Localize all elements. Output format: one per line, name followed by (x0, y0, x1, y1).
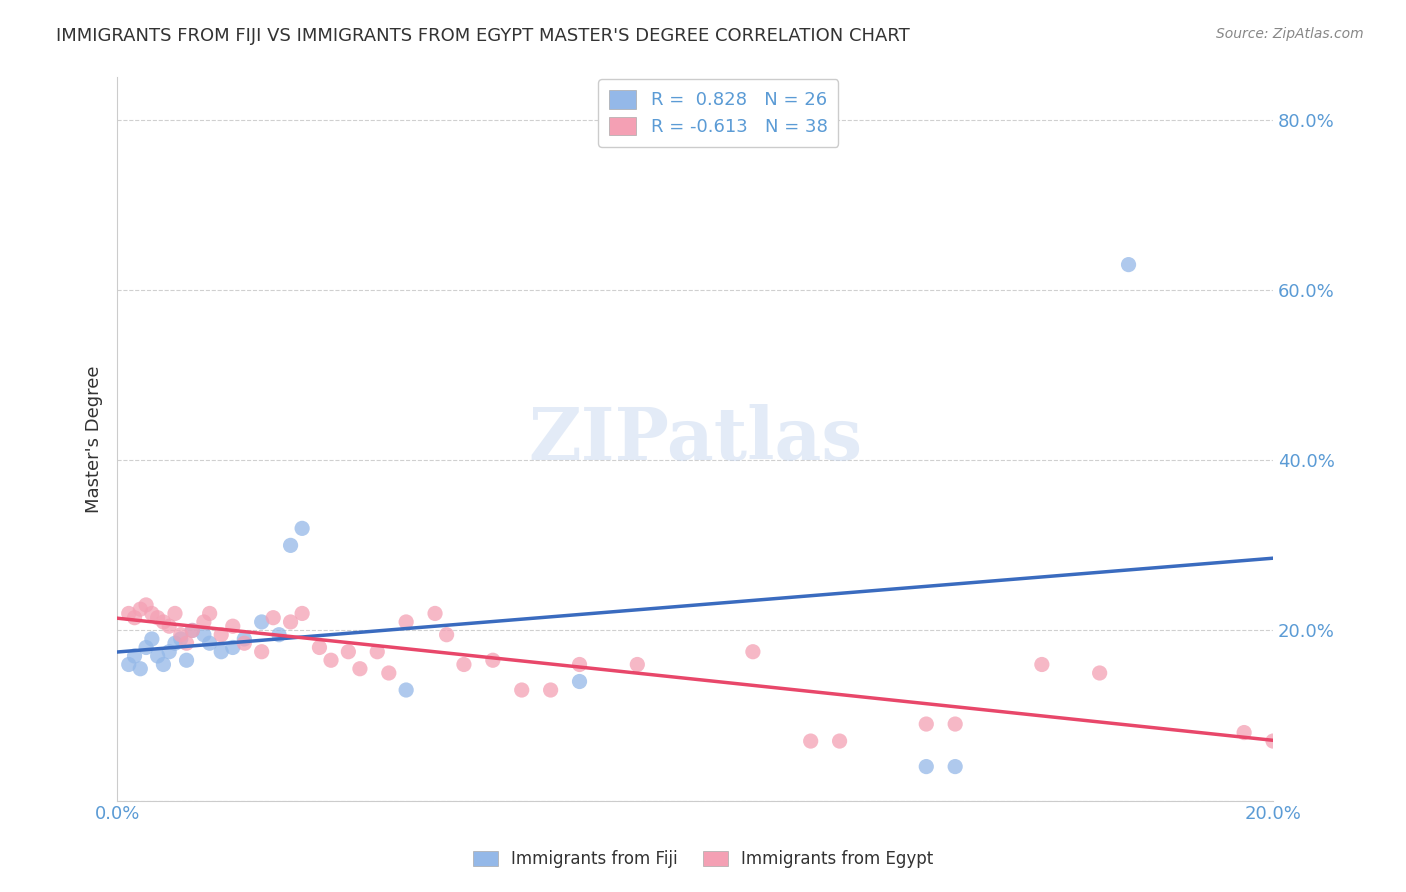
Point (319, 653, 342, 667)
Point (1118, 258, 1140, 272)
Point (163, 607, 186, 621)
Point (741, 645, 763, 659)
Point (170, 628, 193, 642)
Point (146, 610, 169, 624)
Point (423, 607, 446, 621)
Point (209, 645, 232, 659)
Point (198, 607, 221, 621)
Point (152, 657, 174, 672)
Point (250, 615, 273, 629)
Point (337, 645, 360, 659)
Point (118, 607, 141, 621)
Point (193, 628, 215, 642)
Point (1320, 742, 1343, 756)
Point (141, 632, 163, 646)
Point (141, 607, 163, 621)
Point (308, 640, 330, 655)
Point (366, 645, 388, 659)
Point (395, 683, 418, 698)
Point (157, 619, 180, 633)
Point (1088, 665, 1111, 680)
Point (943, 717, 966, 731)
Point (146, 648, 169, 663)
Point (118, 657, 141, 672)
Point (1031, 657, 1053, 672)
Point (176, 636, 198, 650)
Point (129, 662, 152, 676)
Point (291, 521, 314, 535)
Point (181, 624, 204, 638)
Point (291, 607, 314, 621)
Text: ZIPatlas: ZIPatlas (529, 403, 862, 475)
Point (800, 734, 823, 748)
Point (135, 640, 157, 655)
Point (170, 632, 193, 646)
Point (1261, 734, 1284, 748)
Point (222, 619, 245, 633)
Point (163, 636, 186, 650)
Point (395, 615, 418, 629)
Point (482, 653, 505, 667)
Point (193, 615, 215, 629)
Point (152, 615, 174, 629)
Point (280, 615, 302, 629)
Point (157, 645, 180, 659)
Point (280, 538, 302, 552)
Point (176, 653, 198, 667)
Point (568, 657, 591, 672)
Point (233, 636, 256, 650)
Legend: Immigrants from Fiji, Immigrants from Egypt: Immigrants from Fiji, Immigrants from Eg… (465, 844, 941, 875)
Point (915, 759, 938, 773)
Point (181, 624, 204, 638)
Point (943, 759, 966, 773)
Point (1291, 742, 1313, 756)
Point (209, 628, 232, 642)
Text: IMMIGRANTS FROM FIJI VS IMMIGRANTS FROM EGYPT MASTER'S DEGREE CORRELATION CHART: IMMIGRANTS FROM FIJI VS IMMIGRANTS FROM … (56, 27, 910, 45)
Point (828, 734, 851, 748)
Point (349, 662, 371, 676)
Point (267, 628, 290, 642)
Point (453, 657, 475, 672)
Legend: R =  0.828   N = 26, R = -0.613   N = 38: R = 0.828 N = 26, R = -0.613 N = 38 (598, 79, 838, 147)
Point (233, 632, 256, 646)
Point (510, 683, 533, 698)
Point (124, 610, 146, 624)
Point (222, 640, 245, 655)
Point (262, 610, 284, 624)
Point (250, 645, 273, 659)
Text: Source: ZipAtlas.com: Source: ZipAtlas.com (1216, 27, 1364, 41)
Point (135, 598, 157, 612)
Point (568, 674, 591, 689)
Point (129, 602, 152, 616)
Point (124, 648, 146, 663)
Point (198, 636, 221, 650)
Y-axis label: Master's Degree: Master's Degree (86, 366, 103, 513)
Point (378, 665, 401, 680)
Point (626, 657, 648, 672)
Point (540, 683, 562, 698)
Point (436, 628, 458, 642)
Point (915, 717, 938, 731)
Point (1233, 725, 1256, 739)
